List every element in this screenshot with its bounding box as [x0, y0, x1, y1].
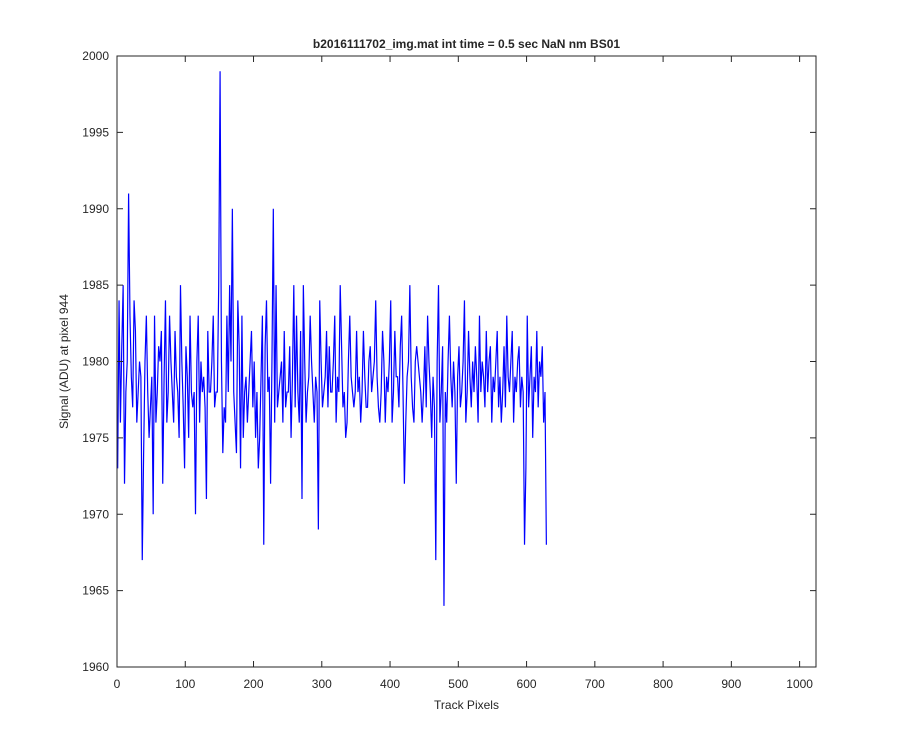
y-tick-label: 1975: [82, 431, 109, 445]
y-tick-label: 1990: [82, 202, 109, 216]
x-tick-label: 0: [114, 677, 121, 691]
x-tick-label: 400: [380, 677, 400, 691]
x-tick-label: 100: [175, 677, 195, 691]
x-tick-label: 700: [585, 677, 605, 691]
x-axis-label: Track Pixels: [434, 698, 499, 712]
x-tick-label: 600: [517, 677, 537, 691]
x-tick-label: 500: [448, 677, 468, 691]
x-tick-label: 200: [244, 677, 264, 691]
x-tick-label: 900: [721, 677, 741, 691]
y-tick-label: 1960: [82, 660, 109, 674]
x-tick-label: 300: [312, 677, 332, 691]
y-tick-label: 1980: [82, 355, 109, 369]
y-tick-label: 1995: [82, 125, 109, 139]
y-axis-label: Signal (ADU) at pixel 944: [57, 294, 71, 429]
x-tick-label: 800: [653, 677, 673, 691]
y-tick-label: 1970: [82, 507, 109, 521]
chart-title: b2016111702_img.mat int time = 0.5 sec N…: [313, 37, 620, 51]
y-tick-label: 2000: [82, 49, 109, 63]
y-tick-label: 1985: [82, 278, 109, 292]
y-tick-label: 1965: [82, 584, 109, 598]
x-tick-label: 1000: [786, 677, 813, 691]
series-line-0: [117, 71, 547, 606]
